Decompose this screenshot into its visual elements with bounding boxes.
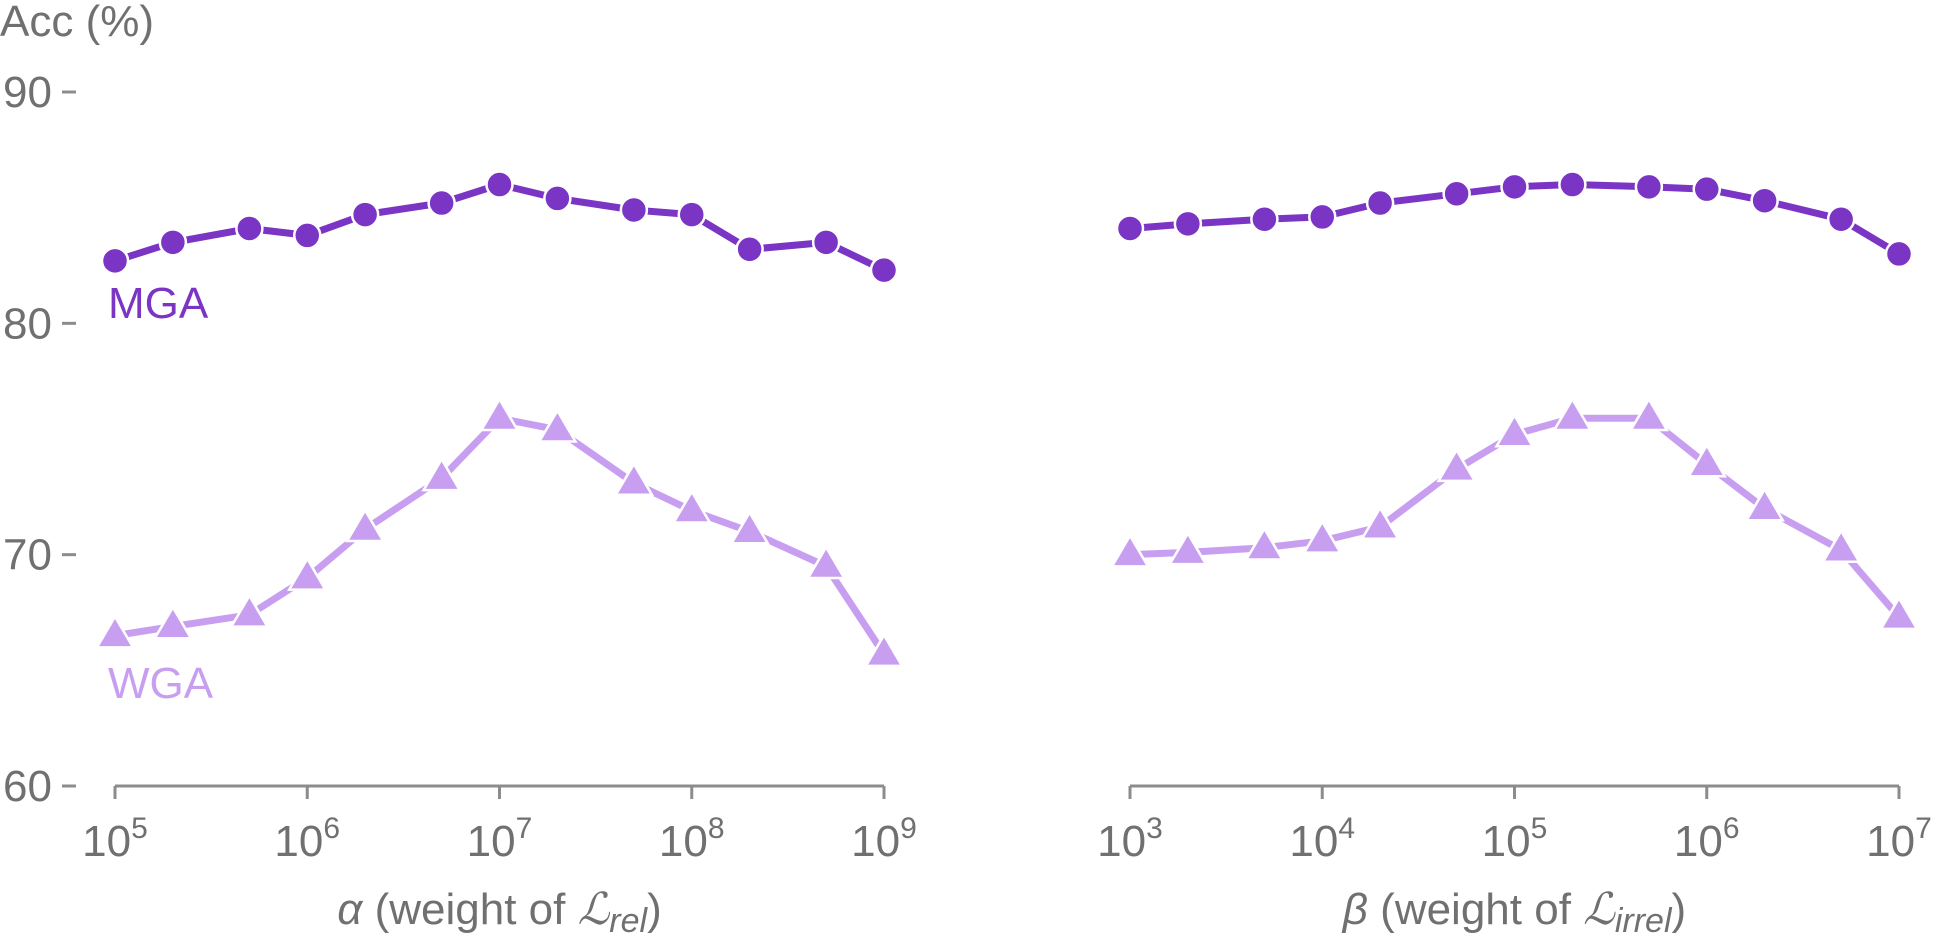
data-point-mga xyxy=(427,188,456,218)
data-point-wga xyxy=(421,456,462,492)
data-point-mga xyxy=(485,170,514,199)
data-point-wga xyxy=(1552,396,1593,432)
data-point-wga xyxy=(729,510,770,545)
data-point-mga xyxy=(1250,204,1279,234)
data-point-mga xyxy=(1884,239,1914,269)
data-point-mga xyxy=(1634,172,1664,202)
data-point-wga xyxy=(863,632,905,668)
data-point-mga xyxy=(1173,209,1203,239)
y-tick-label: 70 xyxy=(3,531,52,580)
x-axis-label: α (weight of ℒrel) xyxy=(337,884,661,936)
x-tick-label: 106 xyxy=(274,812,340,866)
y-tick-label: 90 xyxy=(3,68,52,117)
data-point-mga xyxy=(350,200,380,229)
data-point-mga xyxy=(619,195,649,225)
x-tick-label: 107 xyxy=(467,812,533,866)
data-point-wga xyxy=(1744,486,1785,522)
data-point-mga xyxy=(293,221,322,250)
data-point-mga xyxy=(1365,188,1395,218)
data-point-mga xyxy=(735,235,764,264)
x-tick-label: 105 xyxy=(82,812,148,866)
x-tick-label: 109 xyxy=(851,812,917,866)
series-wga: WGA xyxy=(94,396,905,708)
x-tick-label: 106 xyxy=(1674,812,1740,866)
data-point-mga xyxy=(100,246,130,276)
data-point-mga xyxy=(1115,214,1145,243)
y-tick-label: 80 xyxy=(3,299,52,348)
data-point-wga xyxy=(805,544,847,580)
data-point-mga xyxy=(1826,204,1856,234)
x-tick-label: 105 xyxy=(1482,812,1548,866)
x-tick-label: 107 xyxy=(1866,812,1932,866)
x-tick-label: 103 xyxy=(1097,812,1163,866)
x-tick-label: 104 xyxy=(1289,812,1355,866)
series-mga: MGA xyxy=(100,170,899,328)
data-point-wga xyxy=(1686,442,1727,478)
data-point-mga xyxy=(677,200,706,229)
data-point-wga xyxy=(152,604,194,640)
data-point-wga xyxy=(344,507,386,543)
data-point-wga xyxy=(1167,530,1209,566)
panel-1: 105 106 107 108 109 α (weight of ℒrel) 60 70 80 9… xyxy=(0,0,917,936)
series-line-wga xyxy=(1126,414,1903,621)
data-point-wga xyxy=(1359,505,1401,540)
data-point-mga xyxy=(1500,172,1529,202)
data-point-mga xyxy=(1558,170,1587,199)
panel-2: 103 104 105 106 107 β (weight of ℒirrel) xyxy=(1097,170,1932,936)
x-tick-label: 108 xyxy=(659,812,725,866)
data-point-mga xyxy=(1308,202,1337,232)
data-point-mga xyxy=(158,228,188,257)
data-point-mga xyxy=(869,255,899,285)
series-mga xyxy=(1115,170,1914,269)
data-point-mga xyxy=(235,214,264,243)
data-point-wga xyxy=(1494,412,1535,448)
data-point-wga xyxy=(1878,595,1920,631)
x-axis-label: β (weight of ℒirrel) xyxy=(1341,884,1686,936)
data-point-wga xyxy=(613,461,655,496)
y-axis-label: Acc (%) xyxy=(0,0,154,46)
data-point-mga xyxy=(1442,179,1471,209)
data-point-wga xyxy=(479,396,520,432)
data-point-mga xyxy=(1750,186,1779,215)
data-point-mga xyxy=(1692,174,1721,204)
series-wga xyxy=(1109,396,1920,631)
series-label-mga: MGA xyxy=(108,279,209,328)
y-tick-label: 60 xyxy=(3,762,52,811)
data-point-wga xyxy=(1436,447,1477,483)
data-point-wga xyxy=(229,593,270,628)
data-point-wga xyxy=(1244,526,1285,561)
series-label-wga: WGA xyxy=(108,659,214,708)
data-point-mga xyxy=(543,184,572,213)
data-point-wga xyxy=(1109,533,1151,568)
data-point-wga xyxy=(287,556,328,591)
data-point-wga xyxy=(1302,519,1343,554)
data-point-wga xyxy=(1820,528,1862,564)
data-point-mga xyxy=(811,228,841,257)
data-point-wga xyxy=(1628,396,1670,432)
series-line-wga xyxy=(111,414,888,658)
data-point-wga xyxy=(537,408,578,443)
data-point-wga xyxy=(671,489,712,524)
data-point-wga xyxy=(94,614,136,649)
